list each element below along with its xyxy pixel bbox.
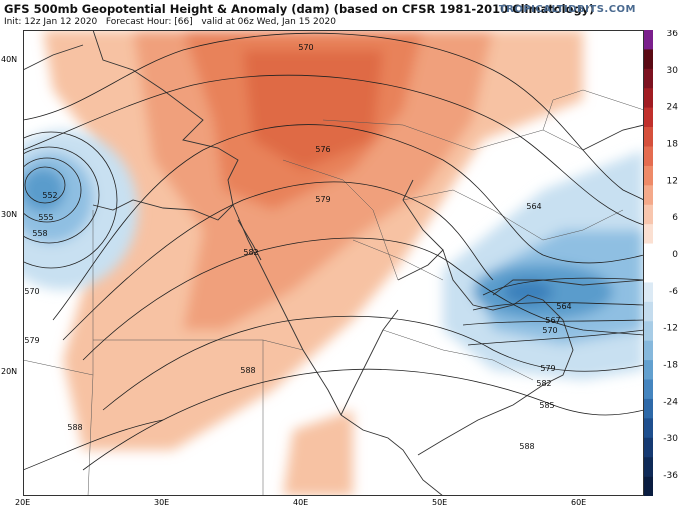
colorbar-tick-label: 30 [667,66,679,76]
colorbar-tick-label: -6 [669,287,678,297]
contour-label: 558 [32,229,47,238]
contour-label: 582 [243,248,258,257]
map-frame [23,30,644,496]
colorbar-tick-label: 0 [672,250,678,260]
lon-label: 30E [154,498,170,507]
colorbar-swatches [644,30,653,496]
colorbar-swatch [644,68,653,89]
colorbar-swatch [644,127,653,147]
colorbar-swatch [644,301,653,322]
colorbar-swatch [644,185,653,206]
contour-label: 552 [42,191,57,200]
map-title: GFS 500mb Geopotential Height & Anomaly … [4,2,595,16]
contour-label: 570 [24,287,39,296]
colorbar-swatch [644,398,653,419]
colorbar-swatch [644,88,653,108]
colorbar-tick-label: 24 [667,103,679,113]
contour-label: 579 [315,195,330,204]
contour-label: 588 [519,442,534,451]
colorbar-tick-label: -24 [663,397,678,407]
contour-label: 588 [67,423,82,432]
contour-label: 567 [545,316,560,325]
colorbar-swatch [644,107,653,128]
lon-label: 50E [432,498,448,507]
colorbar-swatch [644,457,653,477]
colorbar-swatch [644,263,653,283]
colorbar-tick-label: -12 [663,324,678,334]
contour-label: 582 [536,379,551,388]
colorbar-tick-label: 36 [667,30,679,39]
colorbar-tick-label: -36 [663,471,678,481]
colorbar-swatch [644,204,653,225]
colorbar-swatch [644,49,653,70]
contour-label: 564 [556,302,571,311]
colorbar-tick-label: 6 [672,213,678,223]
contour-label: 588 [240,366,255,375]
colorbar-swatch [644,379,653,400]
brand-watermark: TROPICALTIDBITS.COM [498,4,636,15]
colorbar-tick-label: -18 [663,361,678,371]
colorbar-swatch [644,437,653,458]
colorbar-swatch [644,476,653,496]
colorbar-swatch [644,340,653,361]
lat-label: 40N [1,55,18,64]
coastlines [23,30,644,496]
colorbar-swatch [644,418,653,439]
negative-anomaly-region [23,130,644,380]
colorbar-tick-label: -30 [663,434,678,444]
political-borders [23,89,644,496]
forecast-hour: Forecast Hour: [66] [105,17,193,27]
contour-label: 576 [315,145,330,154]
colorbar-swatch [644,30,653,50]
colorbar-swatch [644,321,653,341]
colorbar-swatch [644,360,653,380]
lat-label: 30N [1,210,18,219]
colorbar-tick-label: 12 [667,176,678,186]
contour-label: 585 [539,401,554,410]
map-subtitle: Init: 12z Jan 12 2020 Forecast Hour: [66… [4,17,336,27]
colorbar-swatch [644,165,653,186]
valid-time: valid at 06z Wed, Jan 15 2020 [201,17,336,27]
contour-label: 579 [540,364,555,373]
init-time: Init: 12z Jan 12 2020 [4,17,98,27]
lon-label: 40E [293,498,309,507]
contour-label: 564 [526,202,541,211]
anomaly-colorbar: 36 30 24 18 12 6 0 -6 -12 -18 -24 -30 -36 [644,30,679,496]
map-panel: 570 576 579 582 588 552 555 558 570 579 … [23,30,644,496]
contour-label: 570 [298,43,313,52]
colorbar-swatch [644,282,653,303]
contour-label: 579 [24,336,39,345]
lat-label: 20N [1,367,18,376]
colorbar-swatch [644,243,653,264]
positive-anomaly-region [43,30,583,496]
lon-label: 20E [15,498,31,507]
colorbar-tick-label: 18 [667,140,679,150]
height-contours [23,32,644,471]
contour-label: 555 [38,213,53,222]
contour-label: 570 [542,326,557,335]
lon-label: 60E [571,498,587,507]
colorbar-swatch [644,146,653,167]
colorbar-swatch [644,224,653,244]
